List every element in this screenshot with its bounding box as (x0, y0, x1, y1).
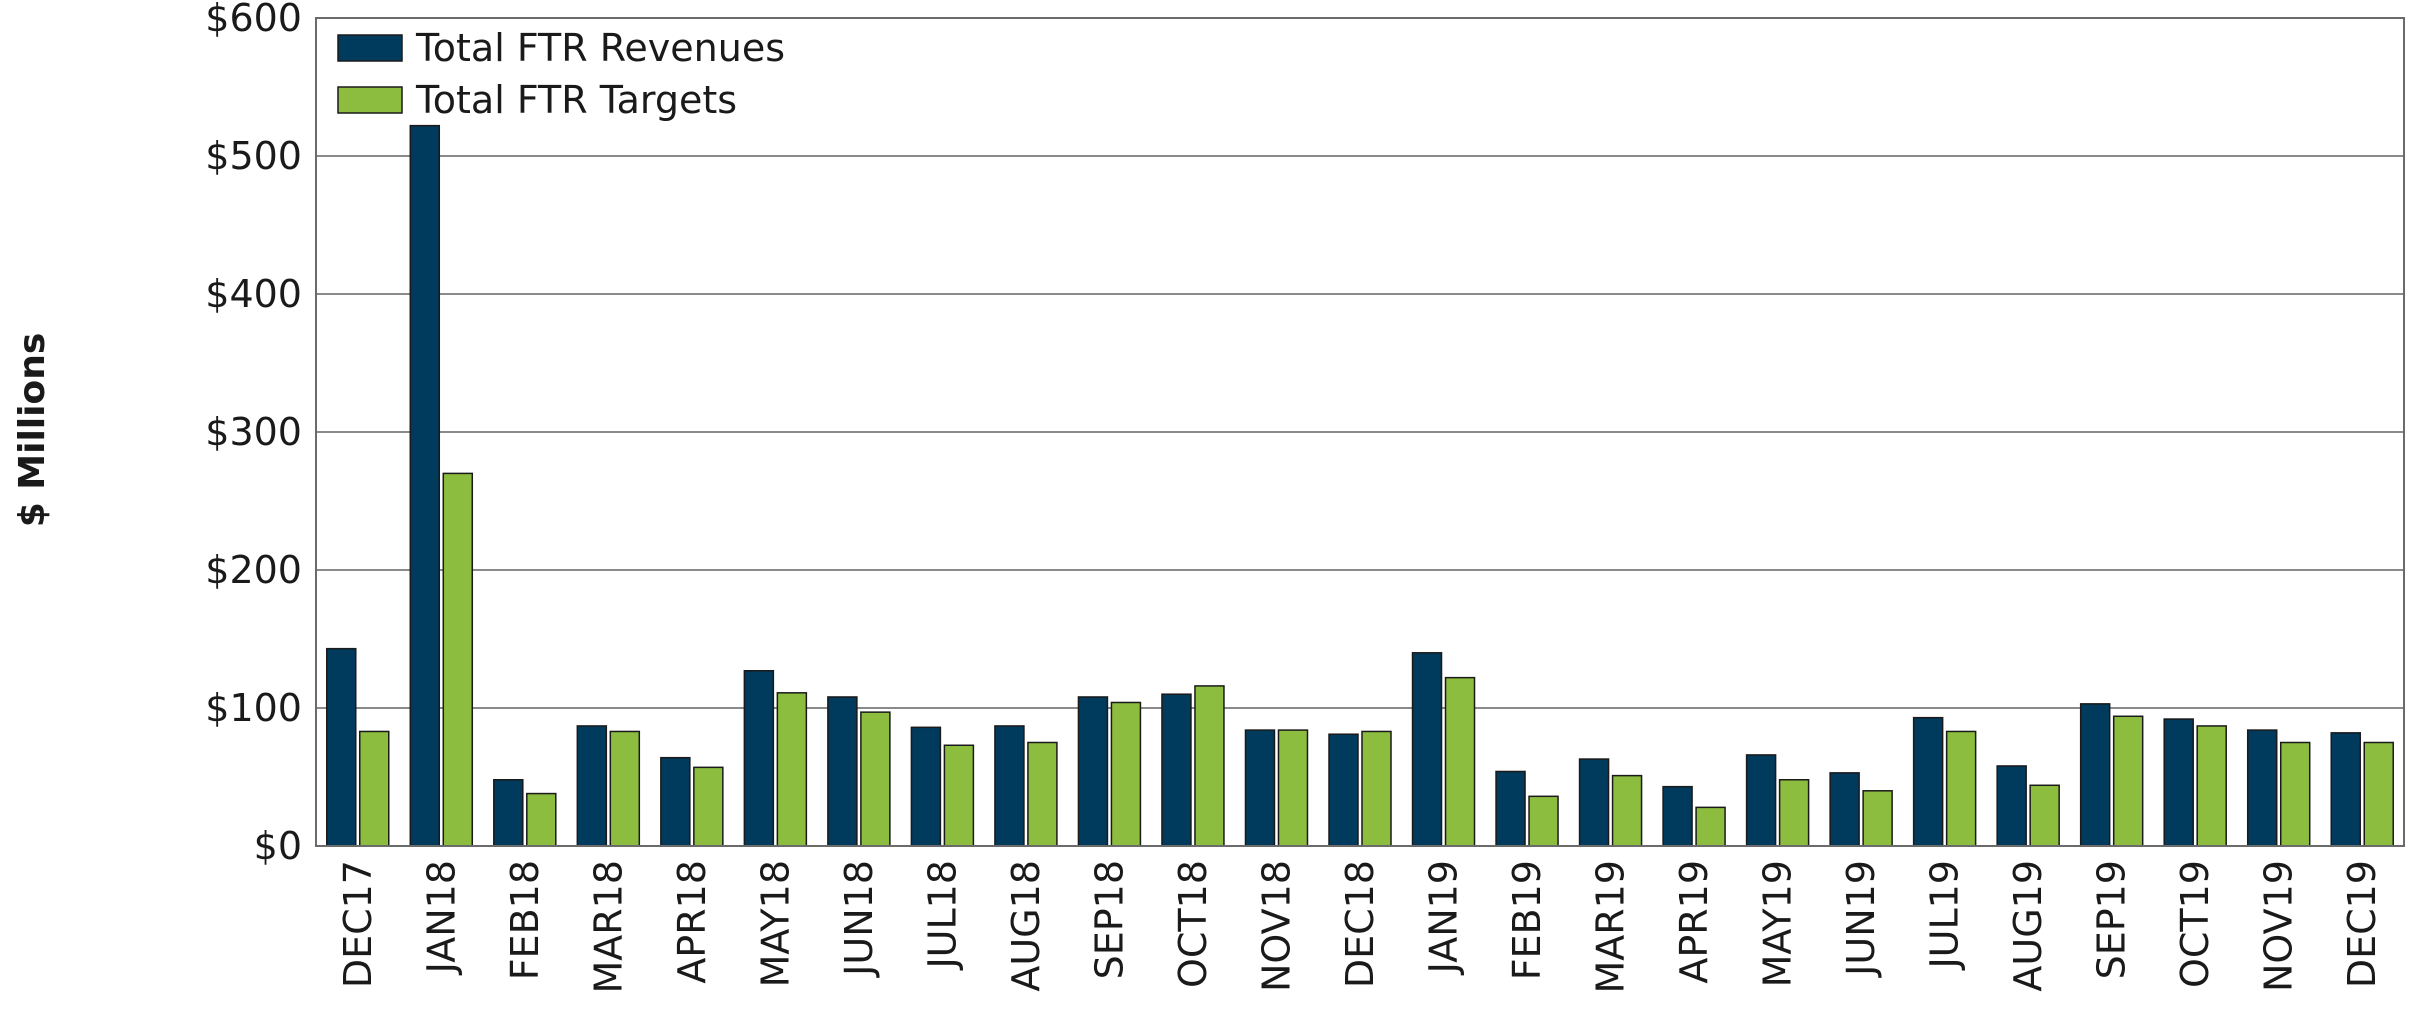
bar-revenue (2163, 718, 2194, 847)
x-tick-label: JUN19 (1839, 860, 1883, 978)
bar-target (442, 472, 474, 847)
bar-target (1444, 676, 1476, 847)
y-tick-label: $100 (205, 686, 302, 730)
bar-revenue (2246, 729, 2278, 847)
bar-revenue (1328, 733, 1359, 847)
bar-revenue (326, 647, 357, 847)
bar-target (2196, 725, 2227, 847)
bar-target (2363, 741, 2394, 847)
x-tick-label: JAN18 (419, 860, 463, 975)
x-tick-label: JUL18 (920, 860, 964, 971)
x-tick-label: OCT18 (1171, 860, 1215, 988)
x-tick-label: FEB18 (503, 860, 547, 980)
x-tick-label: APR19 (1672, 860, 1716, 984)
bar-revenue (576, 725, 608, 847)
x-tick-label: OCT19 (2173, 860, 2217, 988)
x-tick-label: SEP18 (1087, 860, 1131, 979)
bar-target (860, 711, 891, 847)
x-tick-label: JUL19 (1923, 860, 1967, 971)
bar-target (1611, 774, 1643, 847)
y-tick-label: $600 (205, 0, 302, 40)
x-tick-label: JAN19 (1422, 860, 1466, 975)
bar-target (1194, 685, 1225, 847)
bar-revenue (1578, 758, 1610, 847)
bar-target (359, 730, 390, 847)
bar-target (2279, 741, 2311, 847)
bar-target (1027, 741, 1058, 847)
x-tick-label: APR18 (670, 860, 714, 984)
bar-revenue (493, 779, 524, 847)
plot-frame (315, 17, 2405, 847)
y-axis-ticks: $0 $100 $200 $300 $400 $500 $600 (205, 0, 302, 868)
bar-revenue (1912, 716, 1944, 847)
x-tick-label: MAR18 (586, 860, 630, 994)
bar-revenue (660, 756, 691, 847)
bar-revenue (1996, 765, 2027, 847)
bar-revenue (2330, 732, 2361, 847)
bar-revenue (1411, 652, 1443, 847)
legend-swatch-revenues (337, 34, 403, 62)
x-tick-label: DEC18 (1338, 860, 1382, 988)
bar-revenue (827, 696, 858, 847)
bar-target (1862, 790, 1893, 847)
bar-target (1277, 729, 1309, 847)
y-axis-label: $ Millions (12, 333, 53, 528)
bar-target (2029, 784, 2060, 847)
bar-target (1695, 806, 1726, 847)
bar-target (1528, 795, 1559, 847)
bar-revenue (910, 726, 942, 847)
bar-target (1110, 701, 1142, 847)
x-tick-label: MAY18 (753, 860, 797, 987)
bar-target (776, 692, 808, 847)
legend-label-revenues: Total FTR Revenues (415, 26, 785, 70)
bar-revenue (409, 124, 441, 847)
y-tick-label: $0 (254, 824, 302, 868)
x-tick-label: AUG19 (2006, 860, 2050, 992)
bar-revenue (2079, 703, 2111, 847)
bar-revenue (1829, 772, 1860, 847)
legend-label-targets: Total FTR Targets (415, 78, 737, 122)
bar-revenue (743, 669, 775, 847)
x-tick-label: DEC19 (2340, 860, 2384, 988)
bar-target (693, 766, 724, 847)
x-tick-label: DEC17 (336, 860, 380, 988)
bar-target (1778, 779, 1810, 847)
bar-revenue (1662, 785, 1693, 847)
x-tick-label: FEB19 (1505, 860, 1549, 980)
bar-target (609, 730, 641, 847)
bar-revenue (1745, 754, 1777, 847)
x-tick-label: JUN18 (837, 860, 881, 978)
y-tick-label: $400 (205, 272, 302, 316)
x-tick-label: SEP19 (2090, 860, 2134, 979)
x-tick-label: NOV18 (1254, 860, 1298, 992)
bar-target (1945, 730, 1977, 847)
y-tick-label: $300 (205, 410, 302, 454)
x-axis-ticks: DEC17 JAN18 FEB18 MAR18 APR18 MAY18 JUN18 JUL18… (336, 860, 2384, 994)
y-tick-label: $200 (205, 548, 302, 592)
legend-swatch-targets (337, 86, 403, 114)
bar-revenue (1161, 693, 1192, 847)
bar-target (943, 744, 975, 847)
bar-revenue (1244, 729, 1276, 847)
bar-target (2112, 715, 2144, 847)
y-tick-label: $500 (205, 134, 302, 178)
legend: Total FTR Revenues Total FTR Targets (337, 26, 785, 122)
bars (326, 124, 2394, 847)
bar-target (526, 792, 557, 847)
bar-target (1361, 730, 1392, 847)
bar-revenue (994, 725, 1025, 847)
bar-revenue (1495, 770, 1526, 847)
x-tick-label: AUG18 (1004, 860, 1048, 992)
bar-revenue (1077, 696, 1109, 847)
x-tick-label: MAY19 (1756, 860, 1800, 987)
x-tick-label: NOV19 (2257, 860, 2301, 992)
x-tick-label: MAR19 (1589, 860, 1633, 994)
